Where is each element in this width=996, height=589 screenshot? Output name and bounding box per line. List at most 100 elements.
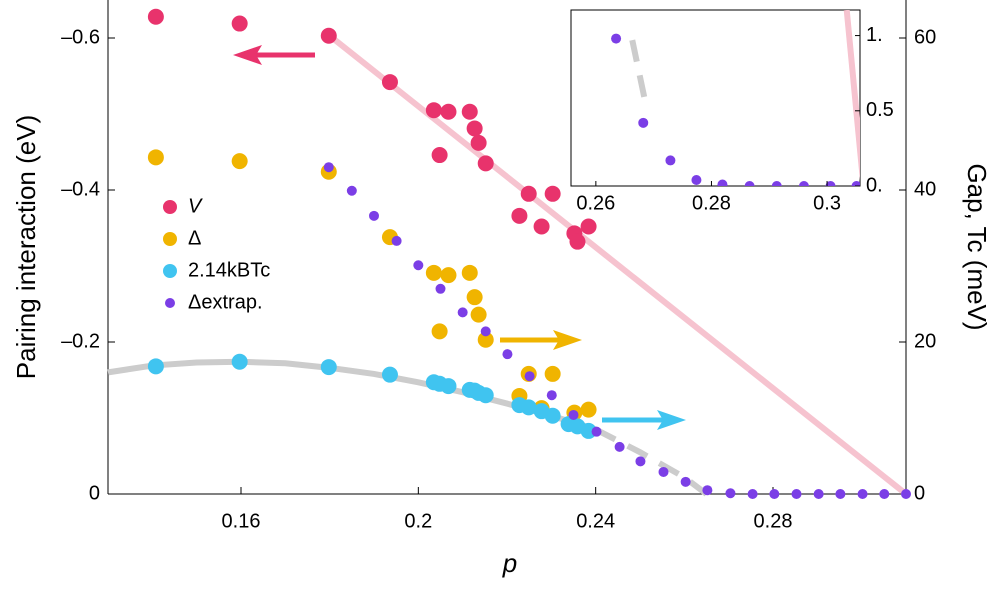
fit-line (629, 39, 649, 104)
data-point (425, 264, 442, 281)
data-point (461, 264, 478, 281)
legend-marker (163, 200, 177, 214)
data-point (680, 476, 691, 487)
y-tick-label: 0. (866, 174, 883, 196)
data-point (851, 181, 860, 186)
x-axis-label: p (502, 548, 517, 578)
y-tick-label: 1. (866, 24, 883, 46)
data-point (381, 366, 398, 383)
data-point (470, 134, 487, 151)
data-point (480, 326, 491, 337)
data-point (544, 365, 561, 382)
data-point (502, 349, 513, 360)
data-point (614, 441, 625, 452)
y2-tick-label: 40 (914, 178, 936, 200)
data-point (466, 289, 483, 306)
data-point (691, 174, 702, 185)
fit-line (594, 426, 709, 497)
data-point (381, 74, 398, 91)
data-point (477, 155, 494, 172)
y-tick-label: 0 (89, 482, 100, 504)
data-point (477, 331, 494, 348)
data-point (147, 358, 164, 375)
data-point (747, 489, 758, 499)
x-tick-label: 0.3 (813, 192, 841, 214)
data-point (798, 181, 809, 186)
data-point (435, 283, 446, 294)
arrow-head (553, 330, 582, 350)
data-point (569, 233, 586, 250)
data-point (544, 407, 561, 424)
y-tick-label: –0.6 (61, 26, 100, 48)
data-point (825, 181, 836, 186)
data-point (879, 489, 890, 499)
legend-marker (165, 298, 175, 308)
data-point (231, 15, 248, 32)
data-point (425, 102, 442, 119)
data-point (568, 409, 579, 420)
arrow-head (657, 410, 686, 430)
fit-line (843, 10, 860, 182)
data-point (717, 179, 728, 186)
x-tick-label: 0.24 (576, 510, 615, 532)
data-point (791, 489, 802, 499)
legend-label: Δextrap. (188, 291, 263, 313)
data-point (635, 456, 646, 467)
data-point (771, 181, 782, 186)
x-tick-label: 0.28 (754, 510, 793, 532)
x-tick-label: 0.2 (404, 510, 432, 532)
data-point (857, 489, 868, 499)
data-point (466, 120, 483, 137)
data-point (511, 207, 528, 224)
data-point (457, 307, 468, 318)
data-point (147, 8, 164, 25)
data-point (440, 267, 457, 284)
y-tick-label: –0.4 (61, 178, 100, 200)
data-point (580, 401, 597, 418)
data-point (901, 489, 911, 499)
data-point (346, 185, 357, 196)
fit-line (327, 33, 908, 497)
data-point (413, 260, 424, 271)
y-tick-label: 0.5 (866, 99, 894, 121)
data-point (147, 149, 164, 166)
data-point (461, 103, 478, 120)
legend-marker (163, 264, 177, 278)
data-point (744, 181, 755, 186)
y2-axis-label: Gap, Tc (meV) (962, 163, 992, 330)
data-point (520, 399, 537, 416)
data-point (323, 162, 334, 173)
data-point (638, 117, 649, 128)
data-point (544, 185, 561, 202)
data-point (769, 489, 780, 499)
data-point (546, 390, 557, 401)
data-point (580, 422, 597, 439)
data-point (431, 147, 448, 164)
y-axis-label: Pairing interaction (eV) (11, 115, 41, 379)
y-tick-label: –0.2 (61, 330, 100, 352)
data-point (231, 153, 248, 170)
y2-tick-label: 20 (914, 330, 936, 352)
data-point (611, 33, 622, 44)
data-point (431, 323, 448, 340)
data-point (702, 485, 713, 496)
data-point (658, 466, 669, 477)
data-point (580, 218, 597, 235)
data-point (477, 387, 494, 404)
inset-plot (611, 10, 860, 186)
arrows (233, 45, 686, 430)
data-point (591, 426, 602, 437)
data-point (835, 489, 846, 499)
data-point (813, 489, 824, 499)
y2-tick-label: 0 (914, 482, 925, 504)
data-point (320, 27, 337, 44)
data-point (440, 378, 457, 395)
data-point (470, 306, 487, 323)
data-point (533, 218, 550, 235)
x-tick-label: 0.26 (576, 192, 615, 214)
data-point (391, 235, 402, 246)
data-point (524, 371, 535, 382)
data-point (440, 103, 457, 120)
